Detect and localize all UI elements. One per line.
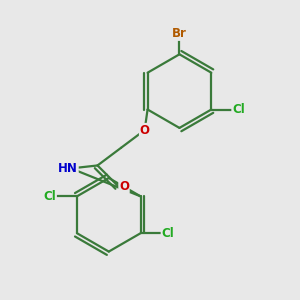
Text: Cl: Cl (161, 227, 174, 240)
Text: Cl: Cl (232, 103, 245, 116)
Text: Br: Br (172, 27, 187, 40)
Text: Cl: Cl (44, 190, 56, 203)
Text: O: O (140, 124, 150, 136)
Text: HN: HN (58, 162, 78, 175)
Text: O: O (119, 180, 129, 193)
